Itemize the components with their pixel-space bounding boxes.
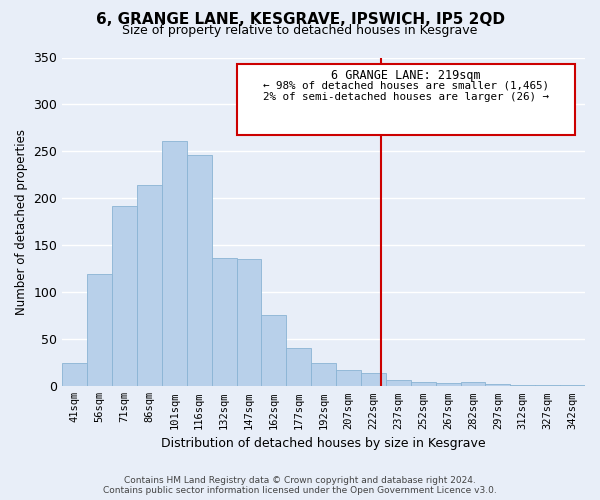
Bar [461, 382, 485, 386]
Text: Size of property relative to detached houses in Kesgrave: Size of property relative to detached ho… [122, 24, 478, 37]
Text: 6, GRANGE LANE, KESGRAVE, IPSWICH, IP5 2QD: 6, GRANGE LANE, KESGRAVE, IPSWICH, IP5 2… [95, 12, 505, 28]
Text: ← 98% of detached houses are smaller (1,465): ← 98% of detached houses are smaller (1,… [263, 80, 549, 90]
Bar [62, 363, 87, 386]
FancyBboxPatch shape [238, 64, 575, 135]
X-axis label: Distribution of detached houses by size in Kesgrave: Distribution of detached houses by size … [161, 437, 486, 450]
Bar [112, 206, 137, 386]
Bar [336, 370, 361, 386]
Bar [485, 384, 511, 386]
Bar [87, 274, 112, 386]
Text: 2% of semi-detached houses are larger (26) →: 2% of semi-detached houses are larger (2… [263, 92, 549, 102]
Y-axis label: Number of detached properties: Number of detached properties [15, 129, 28, 315]
Bar [361, 373, 386, 386]
Bar [187, 155, 212, 386]
Text: Contains HM Land Registry data © Crown copyright and database right 2024.
Contai: Contains HM Land Registry data © Crown c… [103, 476, 497, 495]
Bar [137, 186, 162, 386]
Bar [162, 141, 187, 386]
Bar [236, 258, 262, 386]
Bar [411, 382, 436, 386]
Bar [262, 315, 286, 386]
Bar [436, 382, 461, 386]
Bar [386, 380, 411, 386]
Bar [212, 258, 236, 386]
Bar [311, 363, 336, 386]
Text: 6 GRANGE LANE: 219sqm: 6 GRANGE LANE: 219sqm [331, 69, 481, 82]
Bar [286, 348, 311, 387]
